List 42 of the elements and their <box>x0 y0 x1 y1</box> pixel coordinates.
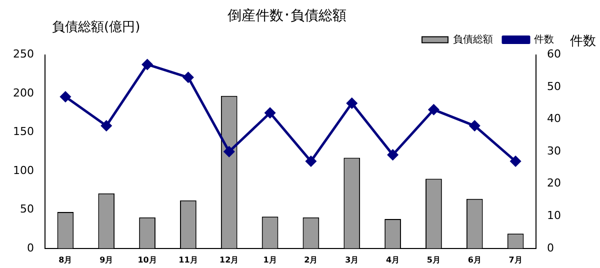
y2-axis-title: 件数 <box>570 33 596 50</box>
y-tick-label: 100 <box>12 164 34 177</box>
x-tick-label: 10月 <box>138 255 157 264</box>
point <box>182 72 194 83</box>
y-axis-title: 負債総額(億円) <box>52 19 140 36</box>
x-tick-label: 8月 <box>58 255 72 264</box>
y2-tick-label: 10 <box>547 208 562 222</box>
x-tick-label: 4月 <box>386 255 400 264</box>
y-tick-label: 200 <box>12 86 34 100</box>
x-tick-label: 12月 <box>220 255 239 264</box>
point <box>60 91 71 102</box>
y2-tick-label: 20 <box>547 176 562 190</box>
x-tick-label: 5月 <box>426 255 440 264</box>
y2-tick-label: 60 <box>547 48 562 61</box>
y-tick-label: 0 <box>26 241 34 254</box>
legend-label: 負債総額 <box>453 33 493 46</box>
y-tick-label: 250 <box>12 48 34 61</box>
y2-tick-label: 40 <box>547 112 562 126</box>
x-tick-label: 2月 <box>304 255 318 264</box>
y2-tick-label: 30 <box>547 144 562 158</box>
y2-tick-label: 0 <box>547 241 554 254</box>
point <box>306 156 316 167</box>
point <box>142 59 153 70</box>
y-tick-label: 150 <box>12 125 34 138</box>
y-tick-label: 50 <box>20 202 34 216</box>
y2-tick-label: 50 <box>547 80 562 93</box>
point <box>469 120 480 132</box>
x-tick-label: 9月 <box>100 255 114 264</box>
point <box>101 120 112 132</box>
x-tick-label: 1月 <box>263 255 277 264</box>
point <box>428 104 439 115</box>
legend-label: 件数 <box>534 34 554 46</box>
x-tick-label: 6月 <box>468 255 482 264</box>
point <box>224 146 234 157</box>
x-tick-label: 7月 <box>508 255 522 264</box>
point <box>264 108 276 118</box>
point <box>510 156 521 167</box>
point <box>346 98 358 108</box>
chart-title: 倒産件数･負債総額 <box>228 8 346 24</box>
x-tick-label: 11月 <box>178 255 198 264</box>
x-tick-label: 3月 <box>345 255 359 264</box>
point <box>388 150 398 160</box>
